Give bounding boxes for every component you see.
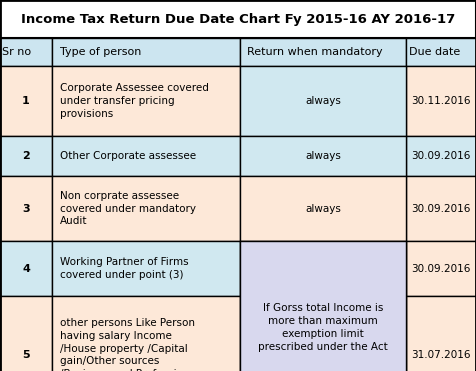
Text: 30.09.2016: 30.09.2016 bbox=[411, 151, 471, 161]
Text: Sr no: Sr no bbox=[2, 47, 31, 57]
Text: 30.11.2016: 30.11.2016 bbox=[411, 96, 471, 106]
Bar bbox=[52, 136, 240, 176]
Text: 3: 3 bbox=[22, 204, 30, 213]
Bar bbox=[240, 296, 406, 371]
Text: 30.09.2016: 30.09.2016 bbox=[411, 263, 471, 273]
Bar bbox=[406, 136, 476, 176]
Text: 5: 5 bbox=[22, 350, 30, 360]
Bar bbox=[240, 176, 406, 241]
Bar bbox=[0, 241, 52, 296]
Text: Working Partner of Firms
covered under point (3): Working Partner of Firms covered under p… bbox=[60, 257, 188, 280]
Text: 31.07.2016: 31.07.2016 bbox=[411, 350, 471, 360]
Text: Due date: Due date bbox=[409, 47, 460, 57]
Text: Type of person: Type of person bbox=[60, 47, 141, 57]
Text: always: always bbox=[305, 151, 341, 161]
Bar bbox=[406, 38, 476, 66]
Bar bbox=[0, 66, 52, 136]
Bar bbox=[0, 296, 52, 371]
Bar bbox=[0, 38, 52, 66]
Text: always: always bbox=[305, 96, 341, 106]
Bar bbox=[240, 38, 406, 66]
Bar bbox=[406, 241, 476, 296]
Bar bbox=[52, 38, 240, 66]
Bar bbox=[240, 241, 406, 296]
Bar bbox=[52, 241, 240, 296]
Bar bbox=[240, 66, 406, 136]
Text: Corporate Assessee covered
under transfer pricing
provisions: Corporate Assessee covered under transfe… bbox=[60, 83, 208, 119]
Bar bbox=[52, 176, 240, 241]
Text: Income Tax Return Due Date Chart Fy 2015-16 AY 2016-17: Income Tax Return Due Date Chart Fy 2015… bbox=[21, 13, 455, 26]
Text: Other Corporate assessee: Other Corporate assessee bbox=[60, 151, 196, 161]
Bar bbox=[240, 241, 406, 371]
Bar bbox=[406, 176, 476, 241]
Bar bbox=[52, 296, 240, 371]
Bar bbox=[240, 136, 406, 176]
Text: other persons Like Person
having salary Income
/House property /Capital
gain/Oth: other persons Like Person having salary … bbox=[60, 318, 195, 371]
Text: 2: 2 bbox=[22, 151, 30, 161]
Text: always: always bbox=[305, 204, 341, 213]
Bar bbox=[0, 0, 476, 38]
Text: Return when mandatory: Return when mandatory bbox=[247, 47, 382, 57]
Bar bbox=[52, 66, 240, 136]
Text: If Gorss total Income is
more than maximum
exemption limit
prescribed under the : If Gorss total Income is more than maxim… bbox=[258, 303, 388, 352]
Bar bbox=[406, 66, 476, 136]
Text: 30.09.2016: 30.09.2016 bbox=[411, 204, 471, 213]
Bar bbox=[0, 136, 52, 176]
Bar bbox=[0, 176, 52, 241]
Text: Non corprate assessee
covered under mandatory
Audit: Non corprate assessee covered under mand… bbox=[60, 191, 196, 226]
Text: 4: 4 bbox=[22, 263, 30, 273]
Bar bbox=[406, 296, 476, 371]
Text: 1: 1 bbox=[22, 96, 30, 106]
